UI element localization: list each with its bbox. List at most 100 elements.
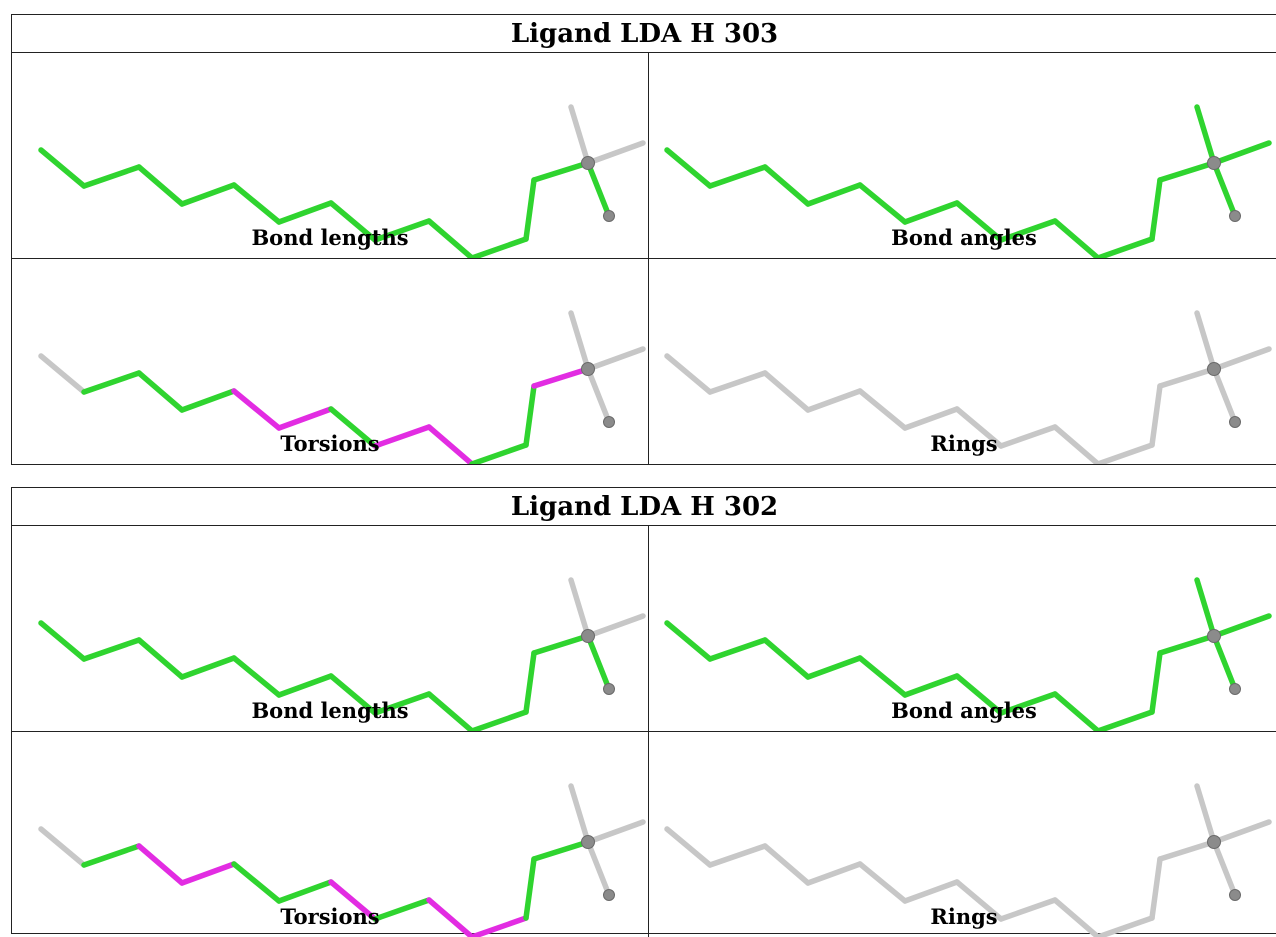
bond xyxy=(1052,424,1101,464)
bond xyxy=(568,783,591,845)
rings-panel: Rings xyxy=(649,732,1276,937)
ligand-block: Ligand LDA H 303 Bond lengths Bond angle… xyxy=(11,14,1276,465)
molecule-diagram xyxy=(38,104,646,258)
bond xyxy=(136,370,185,413)
molecule-diagram xyxy=(664,310,1272,464)
bond xyxy=(585,346,646,372)
bond xyxy=(426,424,475,464)
bond xyxy=(585,366,612,425)
atom-sphere xyxy=(581,629,595,643)
bond xyxy=(805,655,863,680)
bond xyxy=(426,218,475,258)
bond xyxy=(954,879,1004,922)
atom-sphere xyxy=(581,156,595,170)
bond xyxy=(179,388,237,413)
bond xyxy=(1157,839,1217,862)
bond xyxy=(372,691,432,716)
ligand-title: Ligand LDA H 303 xyxy=(12,15,1276,53)
bond xyxy=(585,819,646,845)
atom-sphere xyxy=(1207,629,1221,643)
bond xyxy=(531,839,591,862)
bond xyxy=(664,147,713,189)
atom-sphere xyxy=(581,362,595,376)
bond xyxy=(38,620,87,662)
atom-sphere xyxy=(603,889,615,901)
molecule-diagram xyxy=(38,310,646,464)
bond xyxy=(1194,783,1217,845)
bond xyxy=(469,709,529,731)
atom-sphere xyxy=(1229,683,1241,695)
molecule-diagram xyxy=(38,577,646,731)
bond xyxy=(1095,442,1155,464)
bond xyxy=(1194,577,1217,639)
ligand-block: Ligand LDA H 302 Bond lengths Bond angle… xyxy=(11,487,1276,937)
bond-angles-panel: Bond angles xyxy=(649,53,1276,259)
bond xyxy=(998,897,1058,922)
bond xyxy=(902,673,960,698)
bond xyxy=(707,164,768,189)
bond xyxy=(179,182,237,207)
bond xyxy=(1052,897,1101,937)
bond xyxy=(1095,709,1155,731)
bond xyxy=(707,637,768,662)
bond xyxy=(469,442,529,464)
bond xyxy=(1211,160,1238,219)
bond xyxy=(231,182,282,225)
panel-caption: Rings xyxy=(930,904,998,929)
bond xyxy=(81,637,142,662)
bond xyxy=(1095,236,1155,258)
atom-sphere xyxy=(603,416,615,428)
bond xyxy=(231,861,282,904)
bond xyxy=(954,673,1004,716)
bond xyxy=(531,160,591,183)
bond xyxy=(231,388,282,431)
bond xyxy=(568,310,591,372)
bond xyxy=(585,613,646,639)
bond xyxy=(531,366,591,389)
bond xyxy=(857,182,908,225)
atom-sphere xyxy=(1207,835,1221,849)
bond xyxy=(276,200,334,225)
bond xyxy=(805,388,863,413)
bond xyxy=(38,353,87,395)
bond xyxy=(523,650,537,715)
panel-caption: Torsions xyxy=(280,904,380,929)
bond xyxy=(426,691,475,731)
ligand-title: Ligand LDA H 302 xyxy=(12,488,1276,526)
atom-sphere xyxy=(1229,889,1241,901)
molecule-diagram xyxy=(664,104,1272,258)
atom-sphere xyxy=(603,210,615,222)
bond xyxy=(568,104,591,166)
bond xyxy=(707,370,768,395)
torsions-panel: Torsions xyxy=(12,259,649,464)
bond xyxy=(954,200,1004,243)
bond xyxy=(568,577,591,639)
bond xyxy=(328,673,378,716)
bond xyxy=(179,861,237,886)
bond xyxy=(523,856,537,921)
atom-sphere xyxy=(1207,156,1221,170)
bond xyxy=(81,164,142,189)
bond xyxy=(857,655,908,698)
bond xyxy=(1211,633,1238,692)
bond xyxy=(328,406,378,449)
bond xyxy=(531,633,591,656)
bond xyxy=(805,861,863,886)
bond xyxy=(805,182,863,207)
atom-sphere xyxy=(1229,210,1241,222)
bond xyxy=(664,620,713,662)
panel-caption: Bond angles xyxy=(891,698,1037,723)
bond xyxy=(762,637,811,680)
bond xyxy=(276,673,334,698)
bond xyxy=(902,879,960,904)
bond xyxy=(954,406,1004,449)
rings-panel: Rings xyxy=(649,259,1276,464)
bond xyxy=(328,200,378,243)
bond xyxy=(1211,819,1272,845)
bond xyxy=(998,691,1058,716)
bond xyxy=(1211,346,1272,372)
bond xyxy=(426,897,475,937)
torsions-panel: Torsions xyxy=(12,732,649,937)
bond xyxy=(664,353,713,395)
bond xyxy=(372,897,432,922)
